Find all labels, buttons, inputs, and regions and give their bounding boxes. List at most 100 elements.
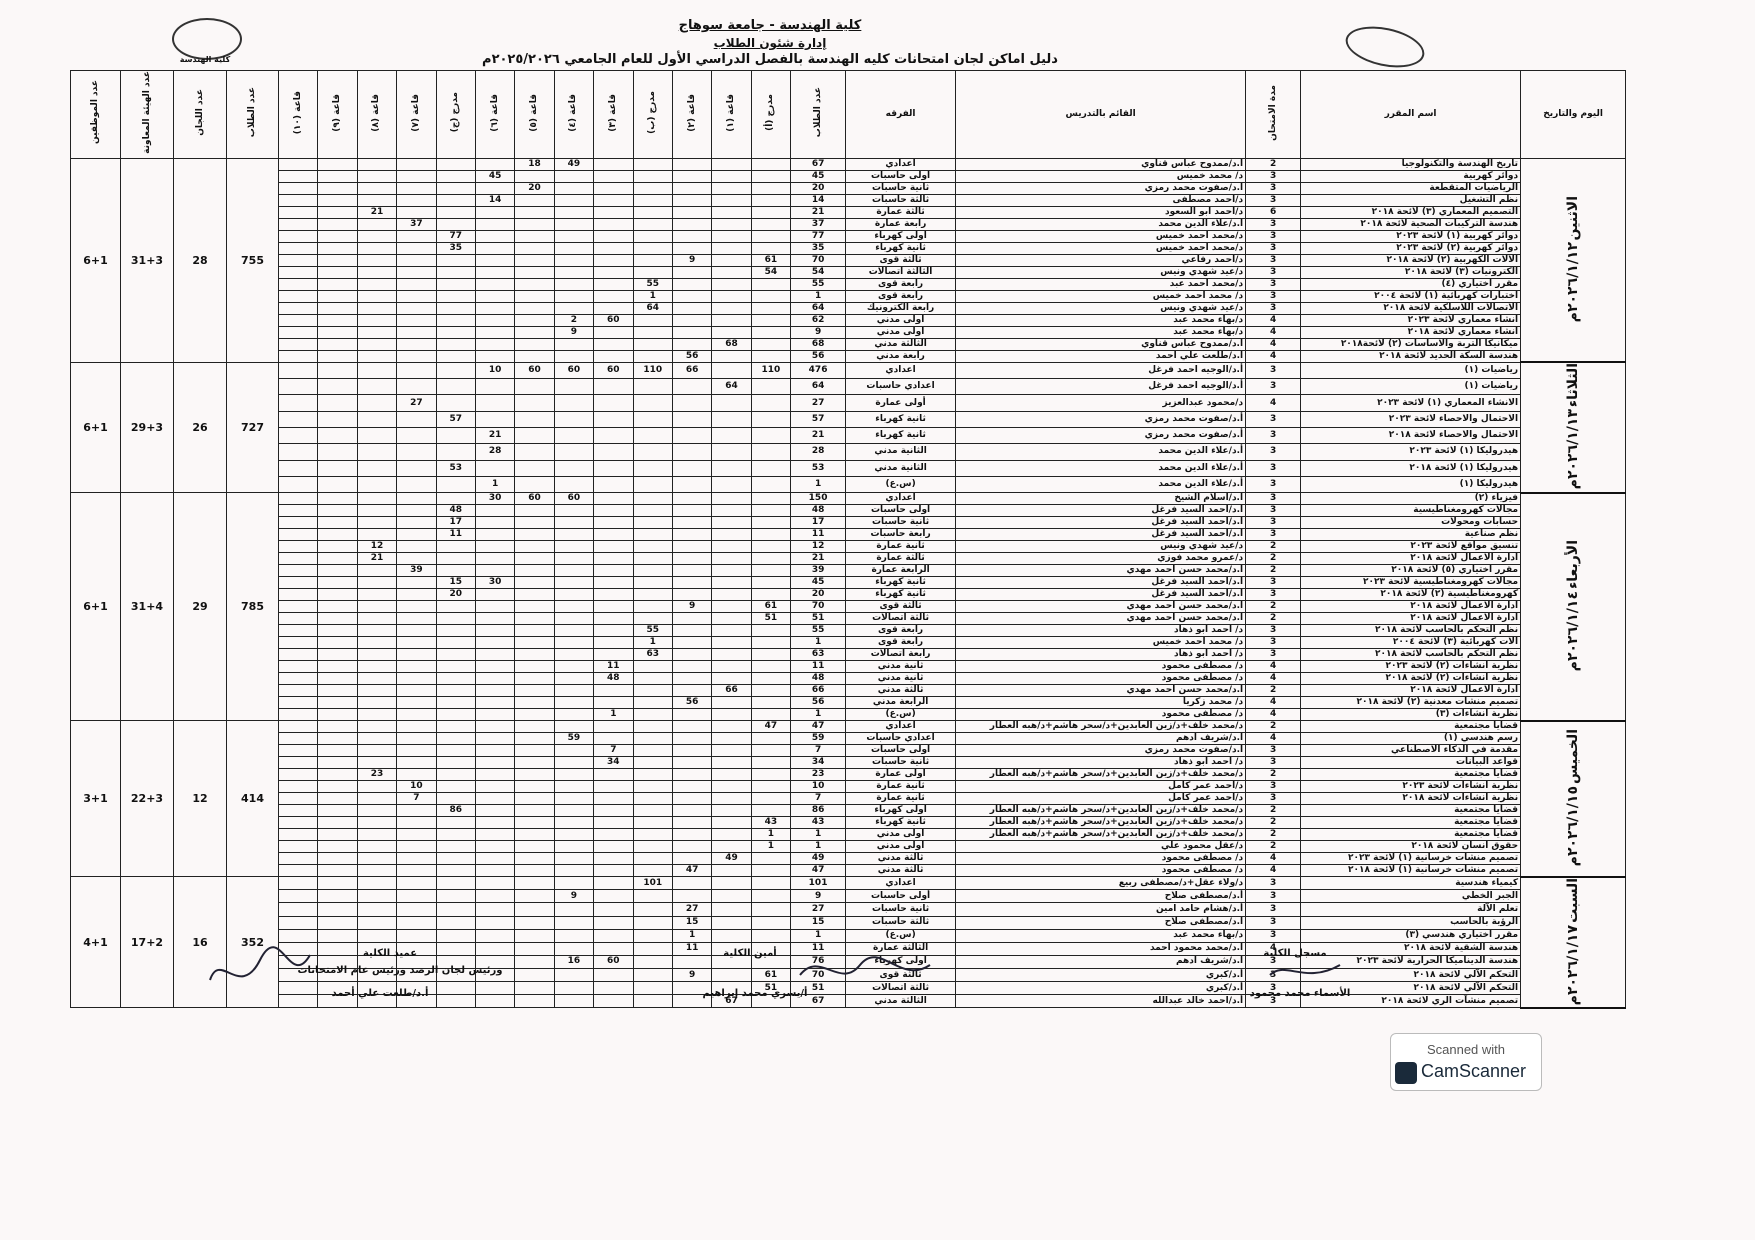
hall-cell (632, 265, 673, 279)
hall-cell (396, 504, 437, 518)
table-row: هندسة التركيبات الصحية لائحة ٢٠١٨ 3 أ.د/عل… (71, 217, 1626, 231)
hall-cell (671, 804, 713, 818)
hall-cell (671, 576, 713, 590)
duration: 2 (1245, 612, 1302, 626)
hall-cell (514, 696, 555, 710)
hall-cell (356, 475, 398, 494)
group: اعدادي (845, 492, 957, 506)
hall-cell (711, 792, 752, 806)
hall-cell (632, 889, 673, 904)
hall-cell (593, 768, 634, 782)
logo-caption: كلية الهندسة (179, 55, 231, 64)
hall-cell (553, 915, 595, 930)
students: 21 (790, 205, 847, 219)
group: رابعة قوى (845, 624, 957, 638)
table-row: هندسة الديناميكا الحرارية لائحة ٢٠٢٣ 3 أ.د… (71, 954, 1626, 970)
course: مجالات كهرومغناطيسية (1300, 504, 1522, 518)
hall-cell (474, 684, 516, 698)
column-header: اسم المقرر (1300, 70, 1522, 159)
students: 55 (790, 624, 847, 638)
hall-cell (711, 564, 752, 578)
course: قضايا مجتمعية (1300, 828, 1522, 842)
hall-count: 63 (632, 648, 673, 662)
hall-cell (671, 744, 713, 758)
students: 476 (790, 361, 847, 380)
hall-cell (396, 443, 437, 461)
hall-cell (711, 636, 752, 650)
table-row: تنسيق مواقع لائحة ٢٠٢٣ 2 د/عيد شهدي ونيس ثا… (71, 540, 1626, 554)
hall-cell (671, 378, 713, 396)
group: أولى حاسبات (845, 889, 957, 904)
instructor: أ.د/علاء الدين محمد (955, 217, 1247, 231)
hall-cell (632, 828, 673, 842)
hall-cell (435, 876, 476, 891)
hall-cell (711, 394, 752, 412)
hall-cell (514, 516, 555, 530)
hall-cell (553, 205, 595, 219)
hall-count: 27 (671, 902, 713, 917)
hall-cell (632, 253, 673, 267)
hall-cell (632, 492, 673, 506)
hall-cell (514, 928, 555, 943)
hall-cell (711, 612, 752, 626)
hall-cell (750, 325, 792, 339)
hall-cell (593, 564, 634, 578)
group: رابعة قوى (845, 277, 957, 291)
hall-cell (317, 253, 358, 267)
hall-cell (553, 516, 595, 530)
hall-cell (632, 528, 673, 542)
hall-cell (396, 756, 437, 770)
hall-cell (632, 349, 673, 363)
duration: 2 (1245, 804, 1302, 818)
course: رياضيات (١) (1300, 378, 1522, 396)
duration: 2 (1245, 157, 1302, 171)
hall-cell (711, 289, 752, 303)
hall-cell (593, 492, 634, 506)
hall-cell (632, 169, 673, 183)
hall-cell (553, 253, 595, 267)
hall-cell (671, 876, 713, 891)
hall-cell (435, 157, 476, 171)
course: ادارة الاعمال لائحة ٢٠١٨ (1300, 612, 1522, 626)
instructor: أ.د/احمد السيد فرغل (955, 504, 1247, 518)
hall-cell (514, 459, 555, 477)
duration: 4 (1245, 313, 1302, 327)
hall-cell (593, 277, 634, 291)
hall-cell (474, 780, 516, 794)
hall-cell (711, 876, 752, 891)
hall-cell (632, 576, 673, 590)
duration: 3 (1245, 889, 1302, 904)
hall-cell (396, 361, 437, 380)
students: 150 (790, 492, 847, 506)
hall-cell (277, 744, 319, 758)
students: 70 (790, 253, 847, 267)
hall-cell (711, 361, 752, 380)
hall-cell (711, 504, 752, 518)
students: 39 (790, 564, 847, 578)
instructor: أ.د/محمد حسن احمد مهدي (955, 564, 1247, 578)
hall-cell (514, 915, 555, 930)
hall-cell (514, 265, 555, 279)
students: 57 (790, 410, 847, 429)
schedule-table: اليوم والتاريخ اسم المقرر مدة الامتحان القا… (70, 70, 1627, 1009)
hall-cell (277, 516, 319, 530)
instructor: د/عقل محمود علي (955, 840, 1247, 854)
hall-cell (396, 928, 437, 943)
duration: 3 (1245, 915, 1302, 930)
hall-cell (396, 378, 437, 396)
hall-cell (474, 756, 516, 770)
hall-cell (277, 780, 319, 794)
hall-cell (317, 265, 358, 279)
table-row: مجالات كهرومغناطيسية لائحة ٢٠٢٣ 3 أ.د/احمد… (71, 576, 1626, 590)
course: تنسيق مواقع لائحة ٢٠٢٣ (1300, 540, 1522, 554)
hall-cell (356, 325, 398, 339)
instructor: د/ مصطفى محمود (955, 852, 1247, 866)
hall-cell (396, 540, 437, 554)
instructor: د/ محمد زكريا (955, 696, 1247, 710)
instructor: أ.د/الوجيه احمد فرغل (955, 361, 1247, 380)
hall-cell (553, 337, 595, 351)
registrar-title: مسجل الكلية (1263, 948, 1327, 959)
hall-cell (317, 193, 358, 207)
hall-cell (474, 394, 516, 412)
instructor: د/ مصطفى محمود (955, 672, 1247, 686)
